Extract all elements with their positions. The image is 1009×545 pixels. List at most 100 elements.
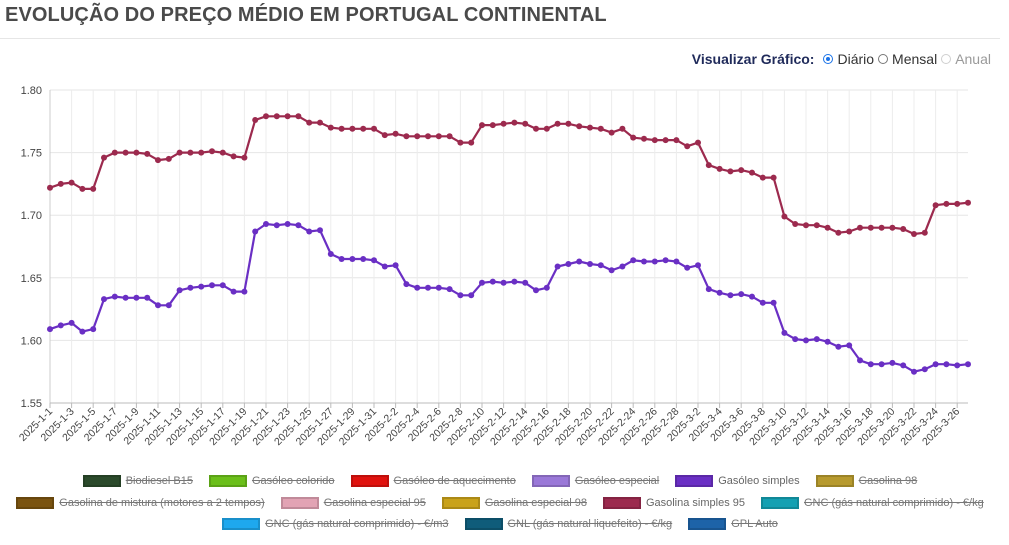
data-point [533,125,539,132]
series-line [49,222,969,373]
data-point [198,283,205,290]
data-point [317,227,323,234]
legend-row: GNC (gás natural comprimido) - €/m3 GNL (… [0,518,1000,530]
legend-label: GNC (gás natural comprimido) - €/m3 [265,518,449,530]
data-point [835,343,842,350]
legend-item[interactable]: Gasóleo especial [531,475,659,487]
data-point [209,282,215,289]
data-point [133,294,140,301]
data-point [770,174,777,181]
radio-diario[interactable]: Diário [823,51,874,67]
data-point [435,133,442,140]
data-point [543,284,550,291]
data-point [684,143,691,150]
data-point [651,258,658,265]
data-point [813,336,820,343]
data-point [597,125,604,132]
data-point [176,149,183,156]
data-point [565,120,572,127]
data-point [57,322,64,329]
data-point [338,256,345,262]
data-point [230,153,237,160]
legend-label: Gasolina 98 [858,475,918,487]
data-point [381,263,388,270]
data-point [241,288,248,295]
radio-mensal[interactable]: Mensal [878,51,937,67]
radio-diario-label: Diário [837,51,875,67]
data-point [889,224,896,231]
data-point [662,257,669,264]
data-point [252,228,259,235]
data-point [371,125,377,132]
data-point [479,279,485,286]
legend-item[interactable]: Gasolina 98 [815,475,918,487]
legend-label: GNC (gás natural comprimido) - €/kg [804,497,984,509]
data-point [943,200,950,207]
data-point [554,263,561,270]
data-point [597,262,604,269]
data-point [533,287,539,294]
data-point [759,299,766,306]
y-tick-label: 1.55 [21,398,42,410]
radio-mensal-indicator[interactable] [878,54,889,64]
data-point [144,150,151,157]
data-point [587,261,593,267]
legend-item[interactable]: GPL Auto [688,518,778,530]
legend-item[interactable]: Gasolina simples 95 [602,497,745,509]
data-point [155,302,161,309]
data-point [641,135,647,142]
data-point [446,286,453,293]
data-point [489,122,496,129]
data-point [576,123,583,130]
legend-item[interactable]: GNC (gás natural comprimido) - €/kg [761,497,984,509]
legend-swatch [761,497,799,509]
legend-label: Gasolina simples 95 [645,497,745,509]
data-point [792,221,799,227]
legend-item[interactable]: Gasóleo colorido [208,475,335,487]
data-point [176,287,183,294]
data-point [90,185,97,192]
data-point [252,117,259,123]
legend-item[interactable]: Gasolina de mistura (motores a 2 tempos) [16,497,265,509]
legend-item[interactable]: GNC (gás natural comprimido) - €/m3 [222,518,449,530]
legend-item[interactable]: Gasolina especial 95 [280,497,426,509]
data-point [68,179,75,186]
data-point [165,155,172,162]
y-tick-label: 1.75 [21,148,42,160]
data-point [457,292,464,299]
data-point [846,228,853,235]
data-point [608,267,615,274]
data-point [47,326,53,333]
data-point [219,149,226,156]
legend-item[interactable]: Gasolina especial 98 [441,497,587,509]
data-point [295,113,302,120]
data-point [770,299,777,306]
legend-item[interactable]: Biodiesel B15 [82,475,193,487]
legend-label: Biodiesel B15 [125,475,193,487]
data-point [317,119,323,126]
data-point [900,362,907,369]
data-point [263,221,269,227]
data-point [759,174,766,181]
data-point [327,251,334,257]
y-tick-label: 1.80 [21,85,42,97]
data-point [965,199,971,206]
data-point [284,113,291,120]
radio-diario-indicator[interactable] [823,54,834,64]
data-point [932,361,939,368]
data-point [468,292,475,299]
legend-item[interactable]: Gasóleo de aquecimento [350,475,516,487]
data-point [511,119,518,126]
data-point [662,137,669,144]
legend-item[interactable]: GNL (gás natural liquefeito) - €/kg [464,518,672,530]
data-point [230,288,237,295]
data-point [79,328,86,335]
data-point [144,294,151,301]
legend-label: Gasóleo colorido [251,475,335,487]
legend-item[interactable]: Gasóleo simples [675,475,800,487]
data-point [263,113,269,120]
data-point [133,149,140,156]
data-point [803,222,809,229]
data-point [727,168,734,175]
data-point [90,326,97,333]
